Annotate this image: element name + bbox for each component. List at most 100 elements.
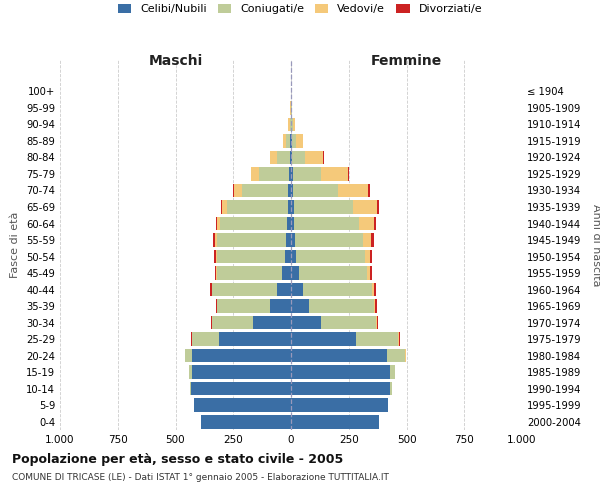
Bar	[227, 200, 291, 214]
Bar	[291, 150, 323, 164]
Bar	[216, 217, 291, 230]
Bar	[291, 234, 374, 247]
Bar	[291, 200, 294, 214]
Bar	[291, 332, 398, 346]
Bar	[291, 167, 320, 180]
Bar	[291, 398, 388, 412]
Bar	[291, 349, 406, 362]
Bar	[194, 398, 291, 412]
Bar	[291, 101, 292, 114]
Bar	[291, 349, 406, 362]
Bar	[200, 415, 291, 428]
Bar	[291, 283, 302, 296]
Bar	[289, 118, 291, 131]
Bar	[287, 217, 291, 230]
Bar	[291, 382, 392, 396]
Bar	[212, 316, 291, 330]
Bar	[200, 415, 291, 428]
Bar	[191, 349, 291, 362]
Bar	[291, 349, 406, 362]
Y-axis label: Anni di nascita: Anni di nascita	[591, 204, 600, 286]
Bar	[290, 101, 291, 114]
Bar	[283, 134, 291, 147]
Bar	[212, 283, 291, 296]
Bar	[291, 316, 376, 330]
Bar	[291, 118, 293, 131]
Bar	[291, 266, 373, 280]
Bar	[190, 382, 291, 396]
Bar	[291, 415, 379, 428]
Bar	[291, 382, 391, 396]
Bar	[214, 250, 291, 264]
Bar	[233, 184, 291, 198]
Bar	[290, 101, 291, 114]
Bar	[201, 415, 291, 428]
Bar	[191, 332, 291, 346]
Bar	[190, 366, 291, 379]
Bar	[253, 316, 291, 330]
Bar	[190, 366, 291, 379]
Bar	[190, 382, 291, 396]
Bar	[282, 266, 291, 280]
Bar	[286, 234, 291, 247]
Bar	[221, 200, 291, 214]
Bar	[251, 167, 291, 180]
Bar	[291, 382, 392, 396]
Bar	[291, 250, 370, 264]
Text: Maschi: Maschi	[148, 54, 203, 68]
Bar	[291, 217, 295, 230]
Bar	[211, 316, 291, 330]
Bar	[291, 184, 338, 198]
Bar	[215, 266, 291, 280]
Bar	[270, 300, 291, 313]
Bar	[291, 217, 374, 230]
Bar	[291, 398, 388, 412]
Bar	[217, 300, 291, 313]
Bar	[215, 300, 291, 313]
Bar	[242, 184, 291, 198]
Bar	[291, 134, 304, 147]
Bar	[289, 118, 291, 131]
Bar	[291, 398, 388, 412]
Bar	[217, 217, 291, 230]
Bar	[290, 134, 291, 147]
Bar	[291, 150, 292, 164]
Bar	[291, 349, 387, 362]
Bar	[285, 250, 291, 264]
Bar	[291, 266, 370, 280]
Bar	[291, 382, 392, 396]
Bar	[210, 283, 291, 296]
Bar	[217, 234, 291, 247]
Bar	[191, 382, 291, 396]
Bar	[215, 234, 291, 247]
Bar	[190, 382, 291, 396]
Bar	[286, 134, 291, 147]
Text: Popolazione per età, sesso e stato civile - 2005: Popolazione per età, sesso e stato civil…	[12, 452, 343, 466]
Bar	[291, 150, 324, 164]
Bar	[291, 167, 348, 180]
Bar	[291, 366, 391, 379]
Bar	[270, 150, 291, 164]
Legend: Celibi/Nubili, Coniugati/e, Vedovi/e, Divorziati/e: Celibi/Nubili, Coniugati/e, Vedovi/e, Di…	[115, 0, 485, 18]
Bar	[291, 283, 372, 296]
Bar	[291, 316, 321, 330]
Bar	[291, 234, 364, 247]
Bar	[291, 332, 400, 346]
Bar	[270, 150, 291, 164]
Bar	[291, 250, 365, 264]
Bar	[291, 266, 299, 280]
Bar	[291, 415, 379, 428]
Bar	[283, 134, 291, 147]
Bar	[291, 300, 310, 313]
Bar	[185, 349, 291, 362]
Bar	[291, 184, 370, 198]
Bar	[190, 366, 291, 379]
Bar	[291, 167, 349, 180]
Bar	[212, 283, 291, 296]
Bar	[287, 200, 291, 214]
Text: COMUNE DI TRICASE (LE) - Dati ISTAT 1° gennaio 2005 - Elaborazione TUTTITALIA.IT: COMUNE DI TRICASE (LE) - Dati ISTAT 1° g…	[12, 472, 389, 482]
Bar	[291, 332, 399, 346]
Bar	[291, 366, 395, 379]
Bar	[291, 366, 395, 379]
Bar	[220, 217, 291, 230]
